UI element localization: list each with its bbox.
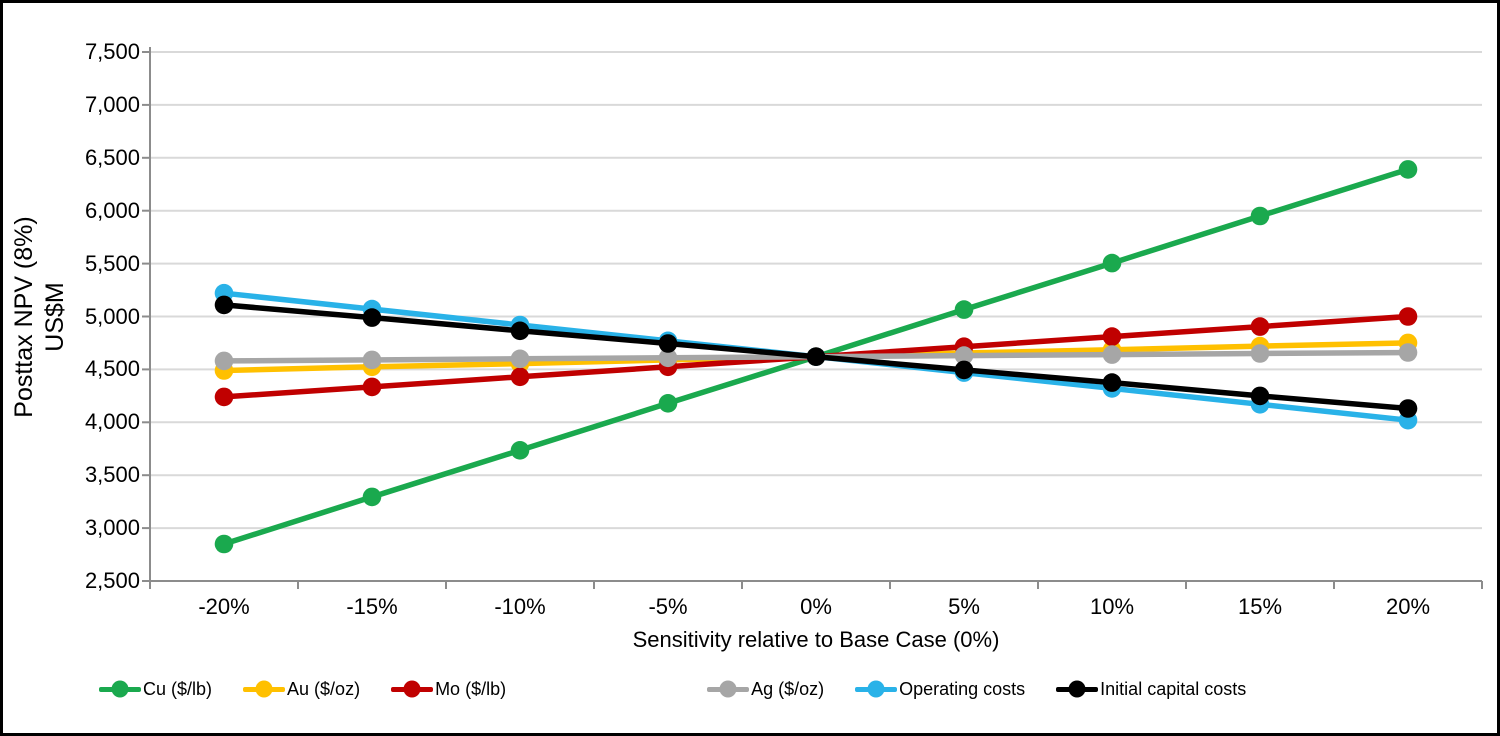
legend: Cu ($/lb) Au ($/oz) Mo ($/lb) Ag ($/oz) Oper… <box>3 669 1497 709</box>
legend-marker-icon <box>99 680 141 699</box>
x-tick-label: 0% <box>800 594 832 619</box>
x-tick-label: -20% <box>198 594 250 619</box>
legend-item-au-oz: Au ($/oz) <box>243 679 360 700</box>
legend-dot-swatch <box>255 680 273 698</box>
legend-label: Cu ($/lb) <box>143 678 213 699</box>
legend-dot-swatch <box>403 680 421 698</box>
data-point-ag-oz <box>658 348 678 368</box>
x-tick-label: 20% <box>1385 594 1431 619</box>
data-point-mo-lb <box>1398 307 1418 326</box>
y-tick-label: 3,000 <box>84 515 140 541</box>
x-tick-label: 15% <box>1237 594 1283 619</box>
data-point-ag-oz <box>510 349 530 369</box>
y-tick-label: 2,500 <box>84 568 140 593</box>
data-point-ag-oz <box>1398 343 1418 362</box>
y-tick-label: 7,500 <box>84 39 140 64</box>
legend-item-operating-costs: Operating costs <box>855 679 1025 700</box>
y-tick-label: 6,500 <box>84 144 140 170</box>
data-point-mo-lb <box>362 377 382 397</box>
y-tick-label: 6,000 <box>84 197 140 223</box>
legend-marker-icon <box>1056 680 1099 699</box>
data-point-ag-oz <box>954 346 974 365</box>
legend-item-mo-lb: Mo ($/lb) <box>391 679 506 700</box>
legend-label: Mo ($/lb) <box>435 678 507 699</box>
y-tick-label: 3,500 <box>84 462 140 488</box>
x-tick-label: -15% <box>346 594 398 619</box>
legend-marker-icon <box>707 680 750 699</box>
y-tick-label: 7,000 <box>84 91 140 117</box>
data-point-initial-capital-costs <box>1102 373 1122 392</box>
data-point-ag-oz <box>1102 345 1122 364</box>
x-tick-label: -5% <box>648 594 688 619</box>
legend-item-initial-capital-costs: Initial capital costs <box>1056 679 1246 700</box>
data-point-ag-oz <box>214 351 234 371</box>
legend-marker-icon <box>391 680 434 699</box>
y-tick-label: 4,000 <box>84 409 140 435</box>
data-point-cu-lb <box>954 300 974 319</box>
data-point-ag-oz <box>362 350 382 370</box>
data-point-initial-capital-costs <box>1250 386 1270 406</box>
legend-label: Initial capital costs <box>1100 678 1247 699</box>
data-point-cu-lb <box>510 441 530 460</box>
x-tick-label: 10% <box>1089 594 1135 619</box>
x-tick-label: -10% <box>494 594 546 619</box>
data-point-cu-lb <box>1102 253 1122 273</box>
data-point-initial-capital-costs <box>362 308 382 327</box>
plot-area <box>142 47 1483 589</box>
data-point-mo-lb <box>214 387 234 407</box>
legend-item-cu-lb: Cu ($/lb) <box>99 679 212 700</box>
y-tick-label: 4,500 <box>84 356 140 382</box>
data-point-ag-oz <box>1250 344 1270 363</box>
data-point-cu-lb <box>214 534 234 554</box>
legend-marker-icon <box>855 680 898 699</box>
data-point-initial-capital-costs <box>1398 399 1418 418</box>
legend-dot-swatch <box>1068 680 1086 698</box>
legend-dot-swatch <box>719 680 737 698</box>
legend-marker-icon <box>243 680 286 699</box>
legend-label: Au ($/oz) <box>287 678 361 699</box>
data-point-initial-capital-costs <box>806 347 826 367</box>
legend-label: Operating costs <box>899 678 1026 699</box>
y-tick-label: 5,000 <box>84 303 140 329</box>
data-point-mo-lb <box>1102 327 1122 346</box>
x-axis-title: Sensitivity relative to Base Case (0%) <box>632 627 1000 652</box>
data-point-initial-capital-costs <box>658 334 678 353</box>
legend-item-ag-oz: Ag ($/oz) <box>707 679 824 700</box>
data-point-cu-lb <box>1398 160 1418 179</box>
data-point-mo-lb <box>510 367 530 387</box>
data-point-cu-lb <box>658 394 678 413</box>
legend-dot-swatch <box>867 680 885 698</box>
y-tick-label: 5,500 <box>84 250 140 276</box>
legend-dot-swatch <box>111 680 129 698</box>
data-point-initial-capital-costs <box>510 321 530 341</box>
data-point-cu-lb <box>1250 206 1270 226</box>
legend-label: Ag ($/oz) <box>751 678 825 699</box>
data-point-cu-lb <box>362 487 382 507</box>
data-point-initial-capital-costs <box>954 360 974 380</box>
data-point-mo-lb <box>1250 317 1270 336</box>
data-point-initial-capital-costs <box>214 295 234 315</box>
x-tick-label: 5% <box>948 594 980 619</box>
